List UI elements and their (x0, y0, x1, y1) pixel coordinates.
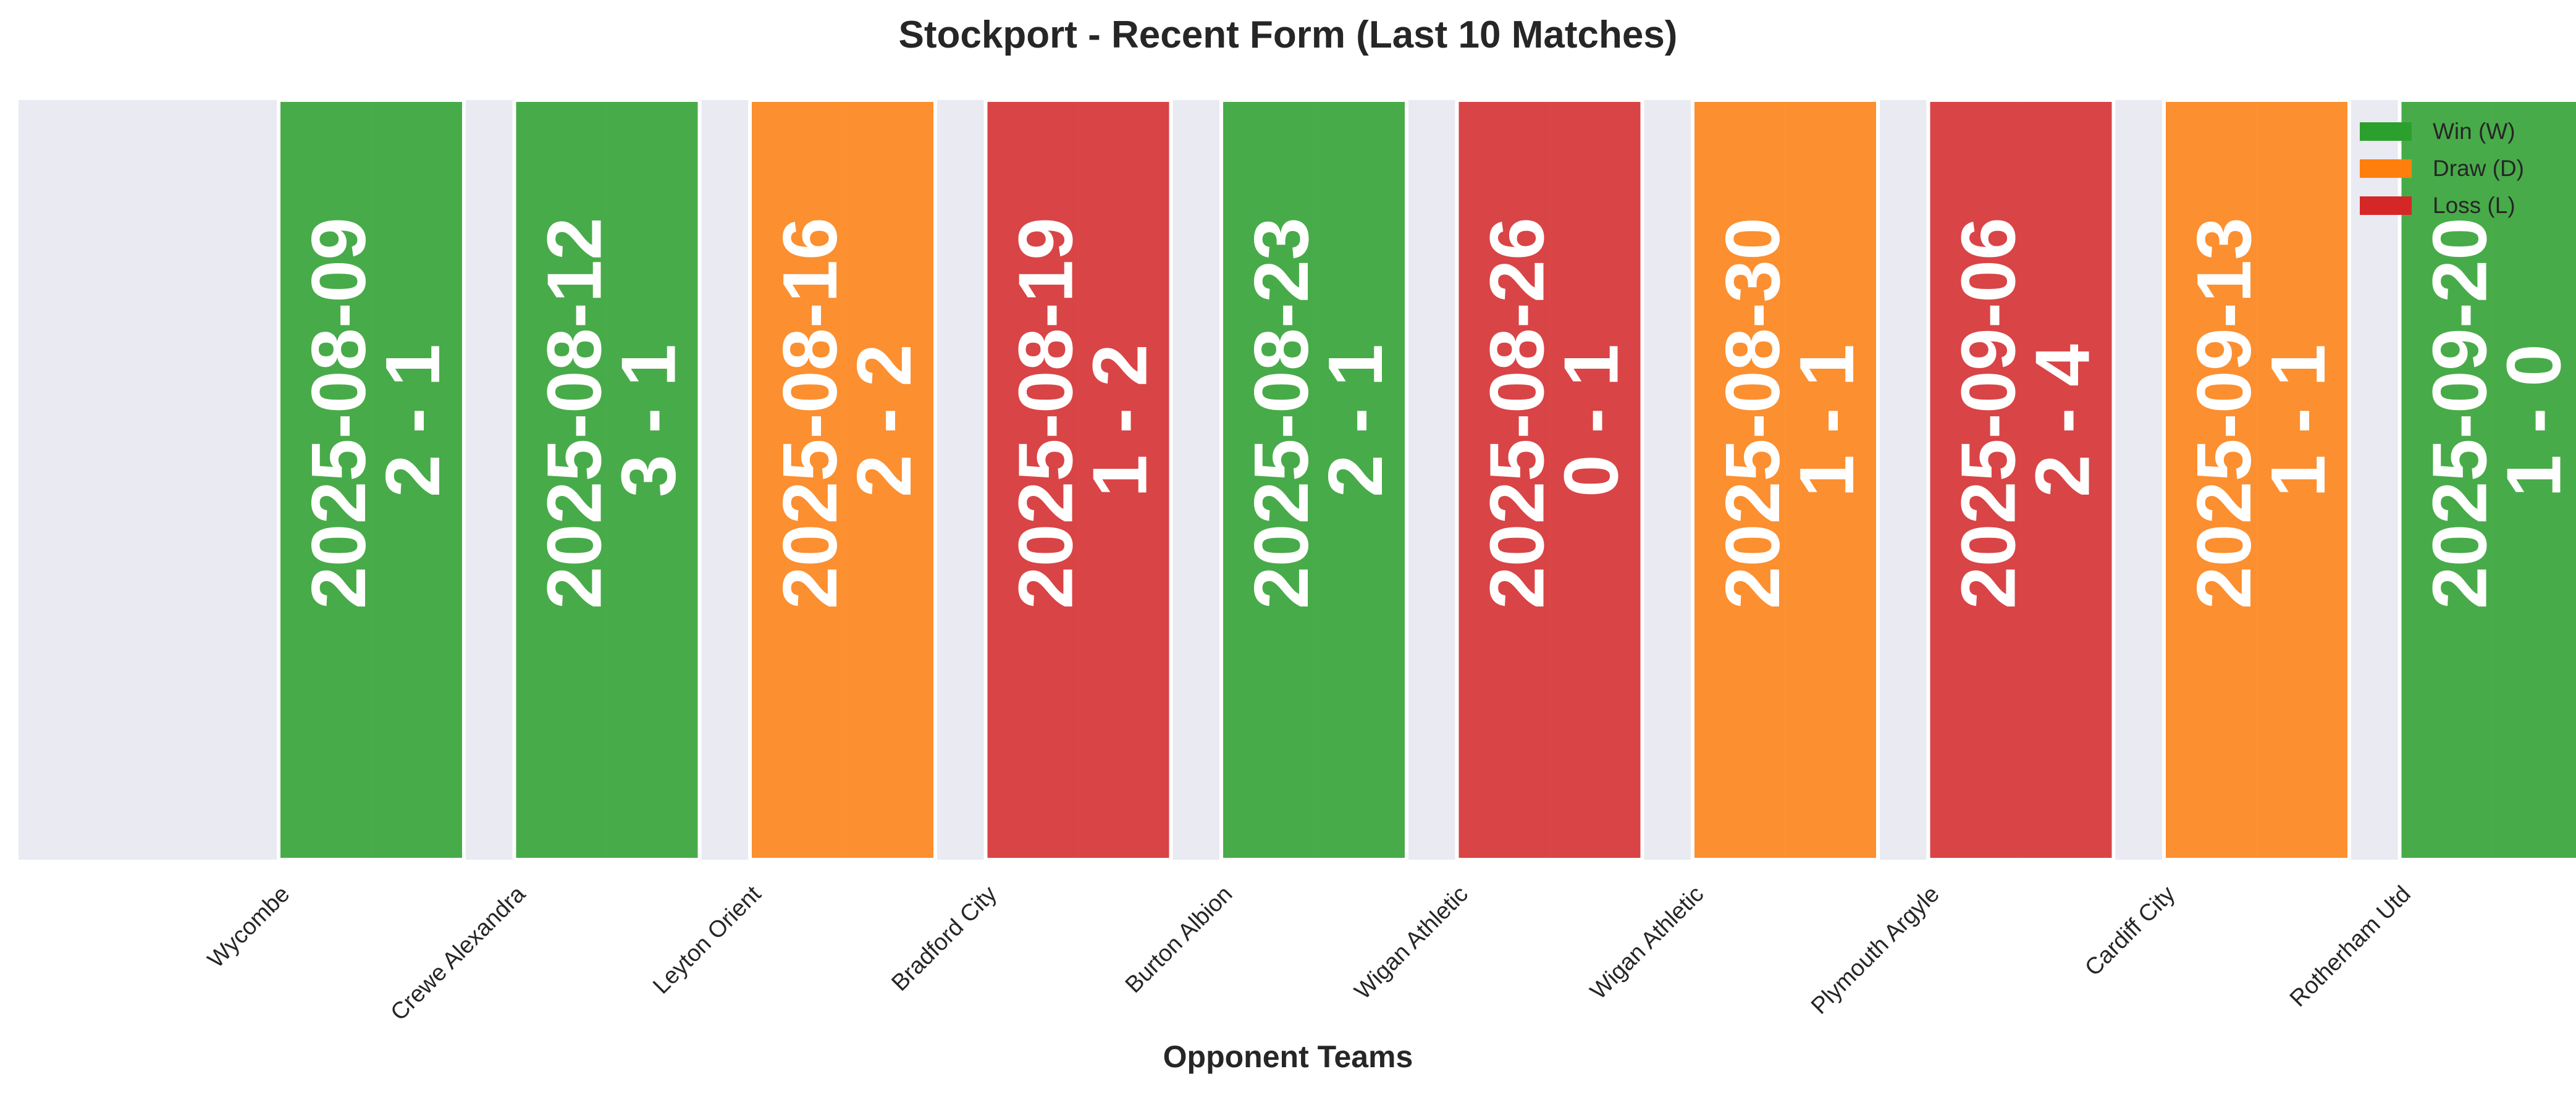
bar-score-label: 1 - 0 (2492, 344, 2576, 497)
bar-date-label: 2025-08-30 (1711, 217, 1796, 609)
bar-date-label: 2025-08-26 (1475, 217, 1560, 609)
x-tick-label: Leyton Orient (648, 881, 766, 999)
bar-date-label: 2025-08-12 (532, 217, 618, 609)
legend: Win (W) Draw (D) Loss (L) (2360, 119, 2524, 218)
x-tick-label: Wigan Athletic (1585, 881, 1709, 1005)
x-tick-label: Crewe Alexandra (386, 881, 531, 1026)
legend-label-l: Loss (L) (2433, 193, 2515, 218)
bar-score-label: 0 - 1 (1549, 344, 1635, 497)
bar-score-label: 1 - 2 (1078, 344, 1163, 497)
bar-score-label: 2 - 4 (2021, 344, 2106, 497)
bar-score-label: 2 - 1 (1313, 344, 1399, 497)
bar-date-label: 2025-09-06 (1947, 217, 2032, 609)
legend-swatch-d (2360, 159, 2412, 178)
legend-label-w: Win (W) (2433, 119, 2515, 144)
bar-date-label: 2025-08-16 (768, 217, 853, 609)
x-tick-label: Burton Albion (1121, 881, 1238, 999)
x-axis-label: Opponent Teams (1163, 1039, 1413, 1074)
bar-date-label: 2025-08-19 (1004, 217, 1089, 609)
bar-date-label: 2025-09-20 (2418, 217, 2503, 609)
bar-score-label: 3 - 1 (607, 344, 692, 497)
x-tick-label: Wigan Athletic (1350, 881, 1473, 1005)
bar-date-label: 2025-08-09 (297, 217, 382, 609)
legend-label-d: Draw (D) (2433, 156, 2524, 181)
x-tick-label: Bradford City (886, 881, 1001, 996)
bar-score-label: 2 - 2 (842, 344, 927, 497)
x-tick-label: Wycombe (203, 881, 295, 973)
x-tick-label: Plymouth Argyle (1806, 881, 1945, 1020)
legend-swatch-l (2360, 196, 2412, 215)
bar-score-label: 1 - 1 (2256, 344, 2341, 497)
x-tick-labels: Wycombe Crewe Alexandra Leyton Orient Bradf… (203, 881, 2415, 1026)
bar-date-label: 2025-08-23 (1239, 217, 1324, 609)
x-tick-label: Cardiff City (2080, 881, 2180, 981)
chart-title: Stockport - Recent Form (Last 10 Matches… (899, 14, 1678, 56)
legend-swatch-w (2360, 122, 2412, 141)
bar-date-label: 2025-09-13 (2182, 217, 2267, 609)
bar-score-label: 1 - 1 (1785, 344, 1870, 497)
bar-score-label: 2 - 1 (371, 344, 456, 497)
x-tick-label: Rotherham Utd (2285, 881, 2416, 1012)
